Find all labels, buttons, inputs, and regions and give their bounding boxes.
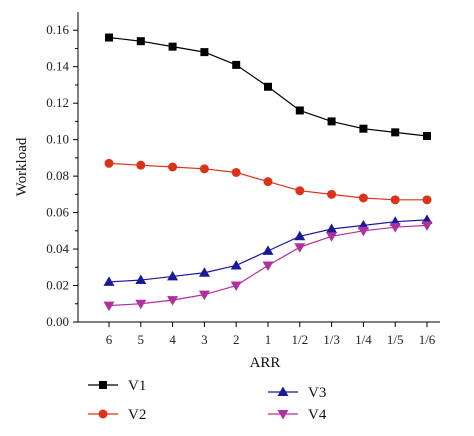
data-point-v1 (200, 48, 209, 57)
data-point-v4 (294, 243, 306, 253)
x-tick-label: 1/4 (355, 332, 372, 347)
x-tick-label: 6 (106, 332, 113, 347)
legend-item-v3: V3 (268, 385, 326, 401)
data-point-v1 (232, 60, 241, 69)
data-point-v2 (295, 186, 305, 196)
legend-label: V1 (128, 378, 146, 394)
y-tick-label: 0.10 (46, 132, 69, 147)
data-point-v3 (103, 276, 115, 286)
legend-label: V3 (308, 385, 326, 401)
data-point-v1 (136, 37, 145, 46)
legend-marker (277, 386, 289, 396)
legend-item-v4: V4 (268, 407, 327, 423)
x-tick-label: 3 (201, 332, 208, 347)
x-tick-label: 1/5 (387, 332, 404, 347)
data-point-v2 (390, 195, 400, 205)
data-point-v3 (262, 245, 274, 255)
data-point-v1 (359, 124, 368, 133)
data-point-v4 (389, 223, 401, 233)
data-point-v4 (103, 301, 115, 312)
x-tick-label: 5 (138, 332, 145, 347)
y-tick-label: 0.00 (46, 314, 69, 329)
x-tick-label: 1 (265, 332, 272, 347)
data-point-v4 (167, 296, 179, 306)
data-point-v1 (105, 33, 113, 42)
x-tick-label: 1/3 (323, 332, 340, 347)
x-axis-label: ARR (250, 355, 281, 371)
y-tick-label: 0.06 (46, 205, 69, 220)
data-point-v1 (423, 132, 431, 140)
data-point-v2 (263, 177, 273, 187)
data-point-v1 (295, 106, 304, 115)
legend-marker (98, 409, 108, 419)
data-point-v2 (422, 195, 432, 205)
data-point-v1 (391, 128, 400, 137)
data-point-v3 (135, 274, 147, 285)
data-point-v2 (199, 164, 209, 174)
data-point-v3 (198, 267, 210, 277)
legend-label: V4 (308, 407, 327, 423)
y-tick-label: 0.08 (46, 168, 69, 183)
data-point-v2 (136, 160, 146, 170)
legend-marker (277, 410, 289, 420)
data-point-v4 (421, 221, 433, 231)
x-tick-label: 1/6 (419, 332, 436, 347)
y-tick-label: 0.04 (46, 241, 69, 256)
data-point-v2 (358, 193, 368, 203)
x-tick-label: 4 (169, 332, 176, 347)
y-axis-label: Workload (14, 137, 30, 196)
y-tick-label: 0.16 (46, 22, 69, 37)
y-tick-label: 0.02 (46, 278, 69, 293)
legend-label: V2 (128, 407, 146, 423)
data-point-v3 (167, 270, 179, 281)
y-tick-label: 0.12 (46, 95, 69, 110)
data-point-v2 (104, 158, 114, 168)
data-point-v4 (198, 290, 210, 301)
legend-item-v1: V1 (88, 378, 146, 394)
x-tick-label: 2 (233, 332, 240, 347)
legend: V1 V2 V3 V4 (88, 378, 327, 423)
data-point-v4 (135, 299, 147, 310)
data-point-v2 (327, 189, 337, 199)
data-point-v4 (326, 232, 338, 242)
plot-area: 0.00 0.02 0.04 0.06 0.08 0.10 0.12 0.14 0.16 6 5 4 3… (46, 12, 440, 347)
data-point-v2 (231, 167, 241, 177)
data-point-v1 (168, 42, 177, 51)
legend-item-v2: V2 (88, 407, 146, 423)
data-point-v3 (326, 223, 338, 233)
data-point-v3 (230, 259, 242, 270)
data-point-v4 (262, 261, 274, 271)
data-point-v2 (168, 162, 178, 172)
data-point-v1 (264, 82, 272, 91)
y-tick-label: 0.14 (46, 59, 69, 74)
x-tick-label: 1/2 (291, 332, 308, 347)
legend-marker (99, 381, 107, 389)
data-point-v3 (294, 230, 306, 241)
data-point-v1 (327, 117, 336, 126)
data-point-v4 (357, 226, 369, 237)
data-point-v4 (230, 281, 242, 292)
